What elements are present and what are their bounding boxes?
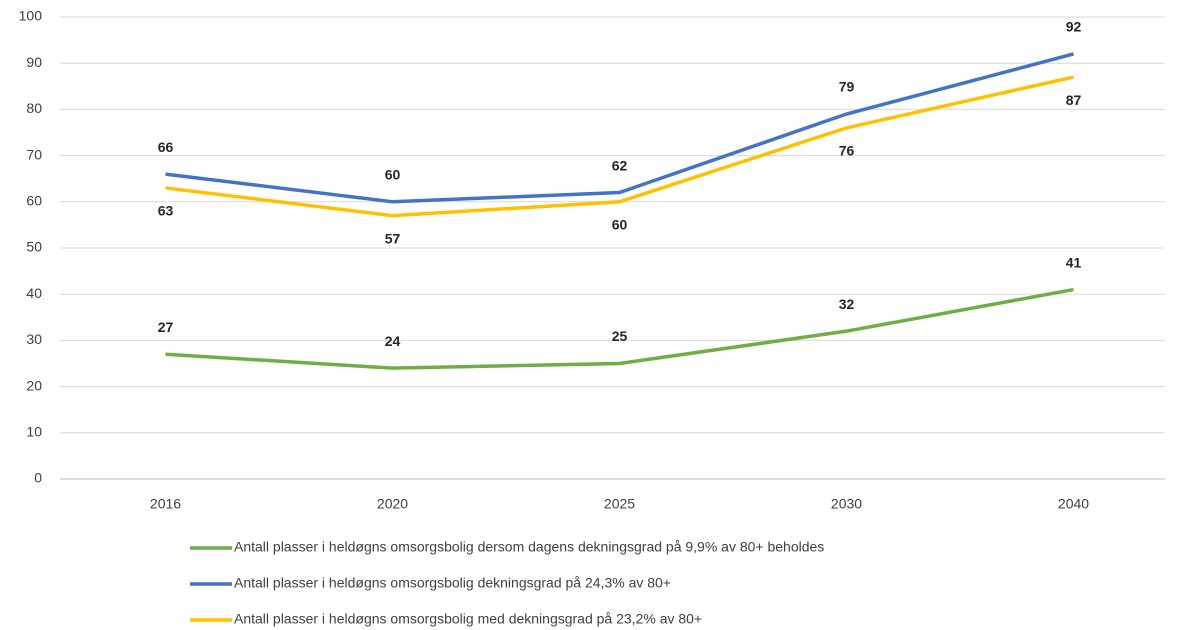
x-tick-label: 2040 (1058, 496, 1089, 512)
data-label: 62 (612, 157, 628, 173)
y-tick-label: 90 (26, 54, 42, 70)
data-label: 25 (612, 328, 628, 344)
x-tick-label: 2025 (604, 496, 635, 512)
x-tick-label: 2020 (377, 496, 408, 512)
data-label: 76 (839, 143, 855, 159)
data-label: 92 (1066, 19, 1082, 35)
data-label: 63 (158, 203, 174, 219)
y-tick-label: 50 (26, 239, 42, 255)
y-tick-label: 20 (26, 377, 42, 393)
y-tick-label: 0 (34, 470, 42, 486)
data-label: 24 (385, 333, 401, 349)
legend-label: Antall plasser i heldøgns omsorgsbolig d… (234, 575, 671, 591)
y-tick-label: 100 (19, 8, 43, 24)
y-tick-label: 70 (26, 146, 42, 162)
x-tick-label: 2016 (150, 496, 181, 512)
data-label: 41 (1066, 254, 1082, 270)
data-label: 57 (385, 230, 401, 246)
x-tick-label: 2030 (831, 496, 862, 512)
data-label: 66 (158, 139, 174, 155)
series-line (165, 287, 1074, 370)
y-tick-label: 10 (26, 424, 42, 440)
data-label: 87 (1066, 92, 1082, 108)
legend-label: Antall plasser i heldøgns omsorgsbolig d… (234, 539, 824, 555)
data-label: 60 (385, 167, 401, 183)
legend-label: Antall plasser i heldøgns omsorgsbolig m… (234, 611, 702, 627)
y-tick-label: 40 (26, 285, 42, 301)
series-line (165, 52, 1074, 204)
data-label: 79 (839, 79, 855, 95)
data-label: 60 (612, 217, 628, 233)
series-line (165, 75, 1074, 218)
data-label: 27 (158, 319, 174, 335)
y-tick-label: 60 (26, 193, 42, 209)
y-tick-label: 80 (26, 100, 42, 116)
data-label: 32 (839, 296, 855, 312)
y-tick-label: 30 (26, 331, 42, 347)
